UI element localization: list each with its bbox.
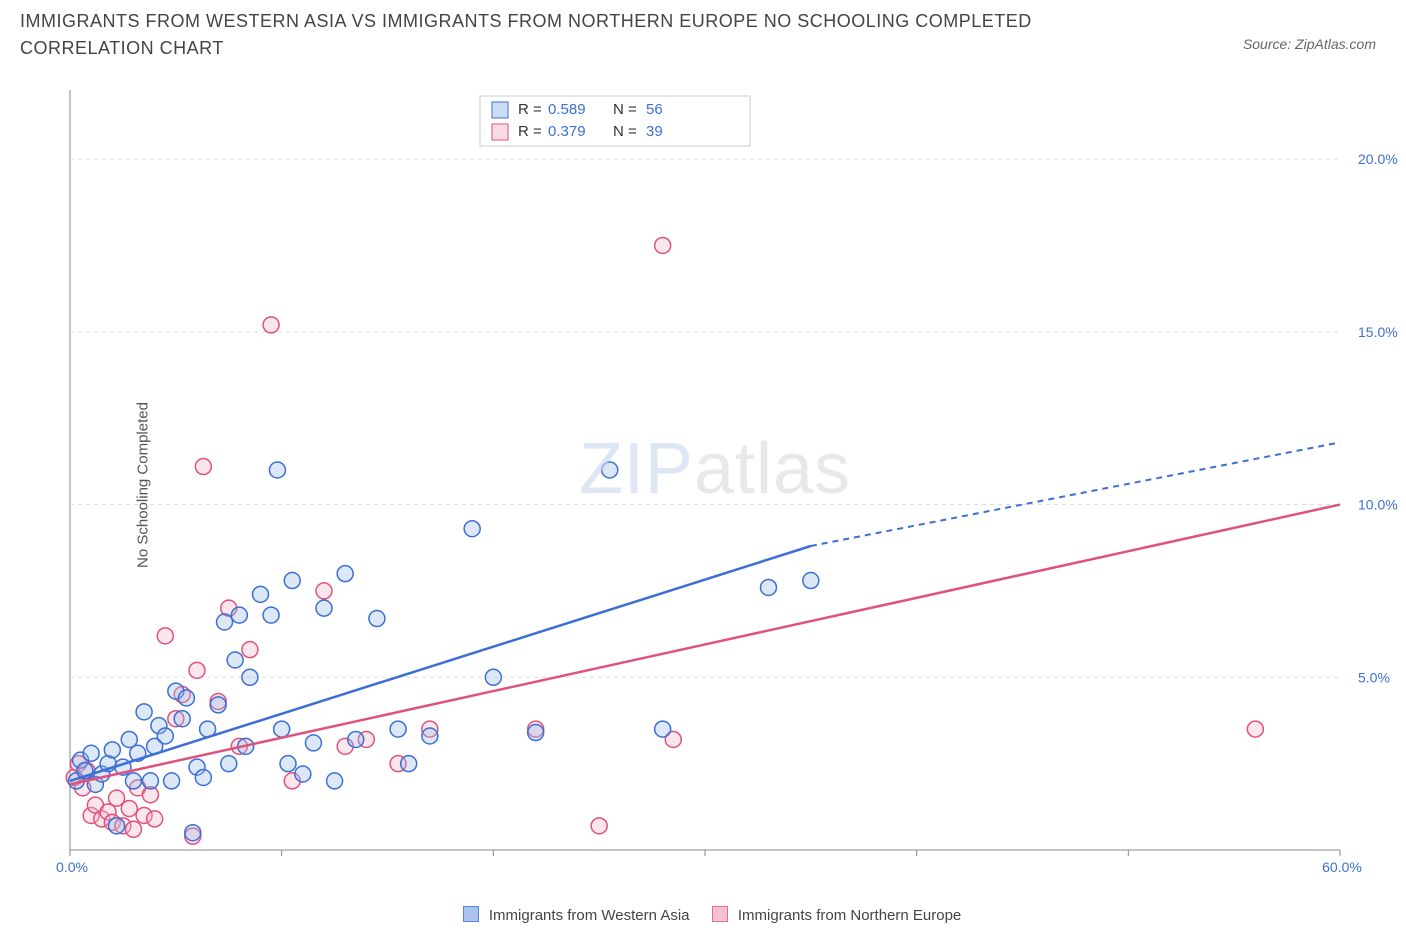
data-point xyxy=(295,766,311,782)
data-point xyxy=(269,462,285,478)
data-point xyxy=(284,573,300,589)
data-point xyxy=(401,756,417,772)
data-point xyxy=(157,728,173,744)
data-point xyxy=(147,811,163,827)
chart-area: No Schooling Completed 5.0%10.0%15.0%20.… xyxy=(50,90,1380,880)
data-point xyxy=(157,628,173,644)
data-point xyxy=(274,721,290,737)
svg-text:R =: R = xyxy=(518,101,542,118)
data-point xyxy=(185,825,201,841)
data-point xyxy=(316,600,332,616)
data-point xyxy=(195,769,211,785)
legend-swatch-neur xyxy=(712,906,728,922)
data-point xyxy=(164,773,180,789)
data-point xyxy=(174,711,190,727)
y-axis-label: No Schooling Completed xyxy=(134,402,151,568)
data-point xyxy=(242,669,258,685)
data-point xyxy=(221,756,237,772)
data-point xyxy=(1247,721,1263,737)
data-point xyxy=(263,317,279,333)
data-point xyxy=(761,579,777,595)
svg-text:5.0%: 5.0% xyxy=(1358,669,1390,685)
data-point xyxy=(327,773,343,789)
data-point xyxy=(253,586,269,602)
data-point xyxy=(528,725,544,741)
svg-text:N =: N = xyxy=(613,123,637,140)
data-point xyxy=(136,704,152,720)
data-point xyxy=(227,652,243,668)
svg-text:N =: N = xyxy=(613,101,637,118)
svg-text:10.0%: 10.0% xyxy=(1358,497,1398,513)
data-point xyxy=(280,756,296,772)
svg-text:39: 39 xyxy=(646,123,663,140)
legend-label-wasia: Immigrants from Western Asia xyxy=(489,907,690,924)
data-point xyxy=(126,821,142,837)
data-point xyxy=(121,801,137,817)
data-point xyxy=(422,728,438,744)
data-point xyxy=(337,566,353,582)
data-point xyxy=(104,742,120,758)
data-point xyxy=(142,773,158,789)
legend-swatch-wasia xyxy=(463,906,479,922)
data-point xyxy=(231,607,247,623)
data-point xyxy=(803,573,819,589)
bottom-legend: Immigrants from Western Asia Immigrants … xyxy=(0,906,1406,924)
data-point xyxy=(655,237,671,253)
source-label: Source: ZipAtlas.com xyxy=(1243,36,1376,52)
data-point xyxy=(602,462,618,478)
svg-text:0.0%: 0.0% xyxy=(56,859,88,875)
data-point xyxy=(195,459,211,475)
data-point xyxy=(126,773,142,789)
svg-text:R =: R = xyxy=(518,123,542,140)
data-point xyxy=(109,818,125,834)
svg-text:20.0%: 20.0% xyxy=(1358,151,1398,167)
data-point xyxy=(263,607,279,623)
data-point xyxy=(316,583,332,599)
data-point xyxy=(178,690,194,706)
svg-text:0.589: 0.589 xyxy=(548,101,586,118)
data-point xyxy=(369,611,385,627)
data-point xyxy=(655,721,671,737)
data-point xyxy=(210,697,226,713)
svg-text:0.379: 0.379 xyxy=(548,123,586,140)
data-point xyxy=(591,818,607,834)
data-point xyxy=(305,735,321,751)
svg-text:56: 56 xyxy=(646,101,663,118)
data-point xyxy=(217,614,233,630)
svg-text:15.0%: 15.0% xyxy=(1358,324,1398,340)
data-point xyxy=(348,731,364,747)
chart-svg: 5.0%10.0%15.0%20.0%0.0%60.0%R = 0.589N =… xyxy=(50,90,1380,880)
chart-title: IMMIGRANTS FROM WESTERN ASIA VS IMMIGRAN… xyxy=(20,8,1106,62)
data-point xyxy=(189,662,205,678)
svg-text:60.0%: 60.0% xyxy=(1322,859,1362,875)
data-point xyxy=(83,745,99,761)
data-point xyxy=(390,721,406,737)
data-point xyxy=(242,642,258,658)
data-point xyxy=(464,521,480,537)
legend-label-neur: Immigrants from Northern Europe xyxy=(738,907,961,924)
data-point xyxy=(485,669,501,685)
